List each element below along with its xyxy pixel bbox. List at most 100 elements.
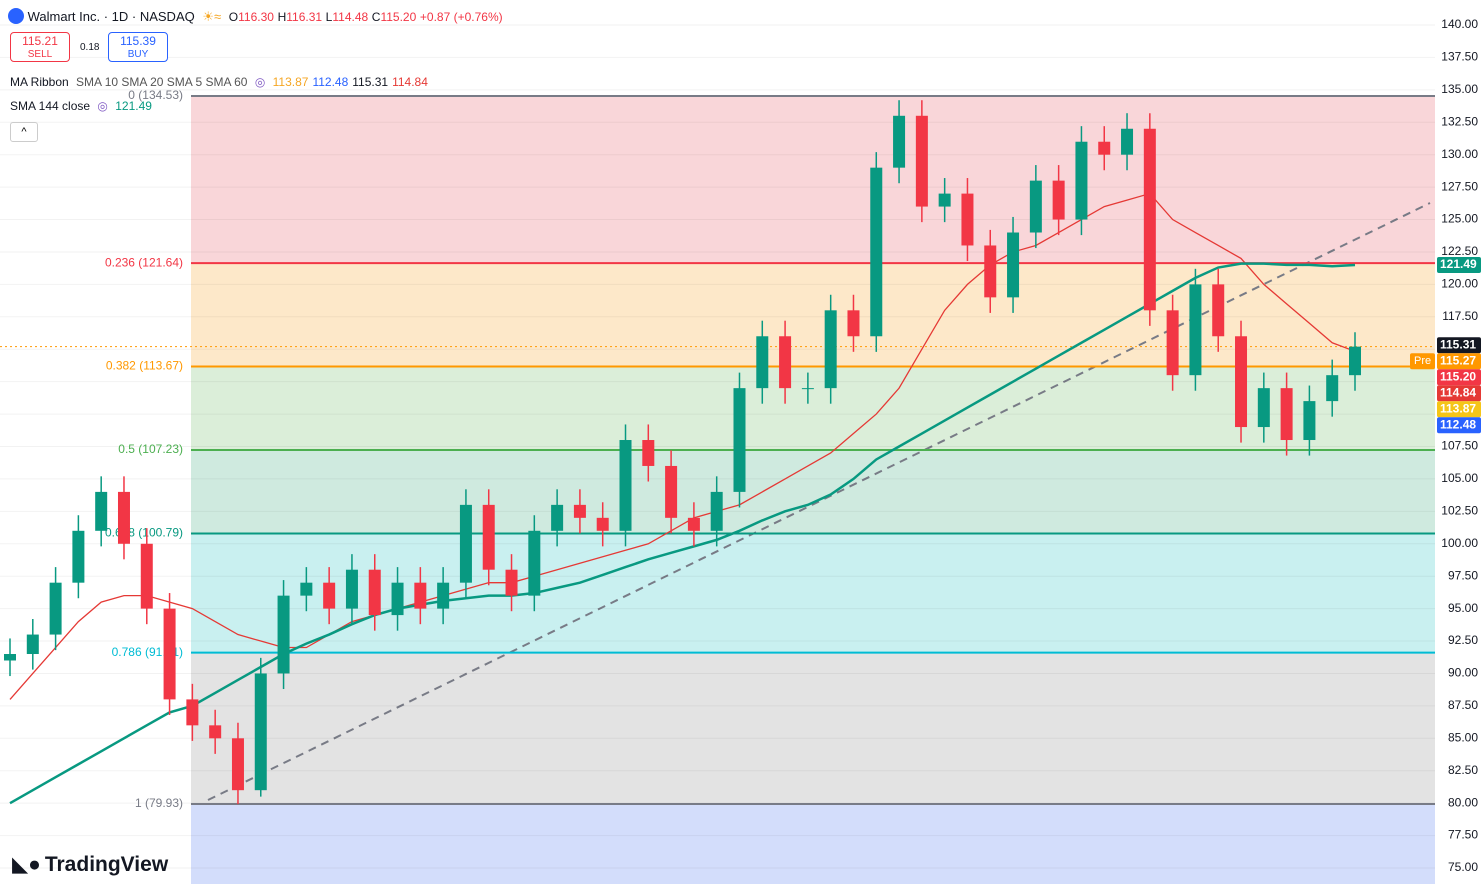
l-label: L [325, 10, 333, 24]
c-value: 115.20 [380, 10, 417, 24]
y-tick-label: 127.50 [1441, 179, 1478, 193]
candle-body [459, 504, 472, 583]
candle-body [1166, 310, 1179, 376]
fib-zone [191, 804, 1435, 884]
fib-zone [191, 263, 1435, 367]
sell-price: 115.21 [22, 34, 58, 48]
candle-body [277, 595, 290, 674]
y-tick-label: 122.50 [1441, 244, 1478, 258]
symbol[interactable]: Walmart Inc. · 1D · NASDAQ [27, 9, 195, 24]
candle-body [437, 582, 450, 609]
fib-level-label: 0.382 (113.67) [106, 359, 183, 373]
candle-body [231, 738, 244, 791]
y-tick-label: 140.00 [1441, 17, 1478, 31]
candle-body [847, 310, 860, 337]
trend-line [207, 202, 1431, 801]
candle-body [26, 634, 39, 655]
candle-body [49, 582, 62, 635]
ma-ribbon-params: SMA 10 SMA 20 SMA 5 SMA 60 [76, 75, 248, 89]
price-tag [1437, 385, 1481, 402]
candle-body [72, 530, 85, 583]
ma-ribbon-value: 115.31 [352, 75, 389, 89]
y-tick-label: 80.00 [1448, 795, 1478, 809]
ma-ribbon-value: 114.84 [392, 75, 428, 89]
h-value: 116.31 [286, 10, 323, 24]
y-tick-label: 130.00 [1441, 147, 1478, 161]
price-tag-label: 121.49 [1440, 257, 1477, 271]
candle-body [1235, 336, 1248, 428]
fib-zone [191, 652, 1435, 805]
y-tick-label: 135.00 [1441, 82, 1478, 96]
sell-button[interactable]: 115.21 SELL [10, 32, 70, 62]
collapse-button[interactable]: ^ [10, 122, 38, 142]
candle-body [1257, 388, 1270, 428]
candle-body [824, 310, 837, 389]
price-tag [1437, 353, 1481, 370]
candle-body [1052, 180, 1065, 220]
price-tag-label: 115.31 [1440, 337, 1476, 351]
price-tag [1437, 417, 1481, 434]
candle-body [254, 673, 267, 791]
price-tag-label: 113.87 [1440, 401, 1476, 415]
candle-body [619, 440, 632, 531]
candle-body [391, 582, 404, 616]
y-tick-label: 120.00 [1441, 277, 1478, 291]
y-tick-label: 92.50 [1448, 633, 1478, 647]
candle-body [1121, 128, 1134, 155]
candle-body [1326, 375, 1339, 402]
candle-body [186, 699, 199, 726]
candle-body [1189, 284, 1202, 376]
y-tick-label: 90.00 [1448, 666, 1478, 680]
candle-body [1098, 141, 1111, 155]
fib-level-label: 1 (79.93) [135, 796, 183, 810]
price-tag-label: 114.84 [1440, 385, 1476, 399]
price-tag-label: 112.48 [1440, 417, 1476, 431]
price-tag-label: 115.20 [1440, 369, 1476, 383]
fib-level-label: 0 (134.53) [128, 88, 183, 102]
candle-body [505, 569, 518, 596]
buy-price: 115.39 [120, 34, 156, 48]
price-axis-bg [1435, 0, 1481, 884]
y-tick-label: 117.50 [1442, 309, 1478, 323]
y-tick-label: 87.50 [1448, 698, 1478, 712]
sma144-name: SMA 144 close [10, 99, 91, 113]
candle-body [528, 530, 541, 596]
candle-body [893, 115, 906, 168]
spread: 0.18 [80, 42, 100, 53]
buy-button[interactable]: 115.39 BUY [108, 32, 168, 62]
logo-text: TradingView [44, 853, 169, 876]
price-tag [1437, 369, 1481, 386]
y-tick-label: 125.00 [1441, 212, 1478, 226]
l-value: 114.48 [332, 10, 369, 24]
change: +0.87 (+0.76%) [419, 10, 503, 24]
candle-body [345, 569, 358, 609]
candle-body [1280, 388, 1293, 441]
fib-zones [191, 95, 1435, 884]
candle-body [573, 504, 586, 518]
fib-level-label: 0.236 (121.64) [105, 255, 183, 269]
y-tick-label: 82.50 [1448, 763, 1478, 777]
pre-badge-label: Pre [1414, 355, 1431, 367]
candle-body [779, 336, 792, 389]
candle-body [1075, 141, 1088, 220]
candle-body [984, 245, 997, 298]
candle-body [642, 440, 655, 466]
candle-body [4, 654, 16, 661]
candle-body [596, 517, 609, 531]
candle-body [961, 193, 974, 246]
ma-ribbon-name: MA Ribbon [10, 75, 69, 89]
symbol-header: Walmart Inc. · 1D · NASDAQ ☀≈ O116.30 H1… [8, 8, 503, 25]
ma-ribbon-legend: MA Ribbon SMA 10 SMA 20 SMA 5 SMA 60 ◎ 1… [10, 75, 428, 89]
price-tag [1437, 257, 1481, 274]
sell-label: SELL [27, 49, 53, 60]
candle-body [915, 115, 928, 207]
y-tick-label: 75.00 [1448, 860, 1478, 874]
sma144-legend: SMA 144 close ◎ 121.49 [10, 99, 152, 113]
sma144-value: 121.49 [115, 99, 152, 113]
candle-body [209, 725, 222, 739]
candle-body [710, 491, 723, 531]
fib-zone [191, 366, 1435, 451]
y-tick-label: 137.50 [1441, 50, 1478, 64]
candle-body [1303, 401, 1316, 441]
